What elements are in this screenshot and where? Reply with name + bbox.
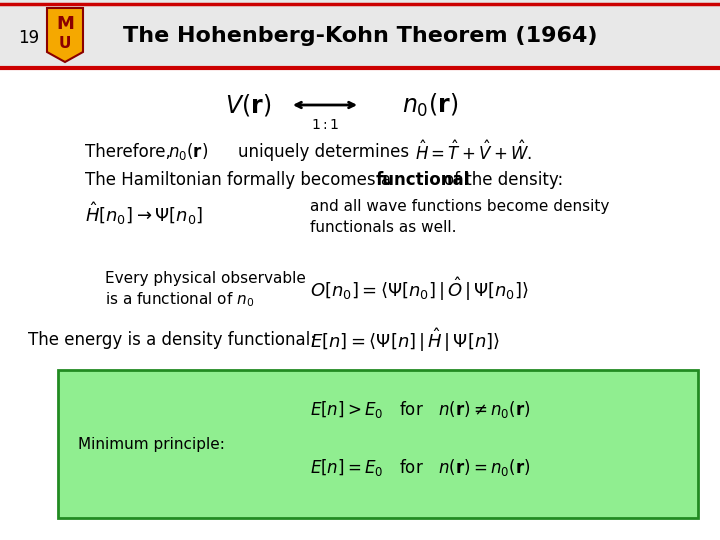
Text: The Hohenberg-Kohn Theorem (1964): The Hohenberg-Kohn Theorem (1964) xyxy=(122,26,598,46)
Text: and all wave functions become density: and all wave functions become density xyxy=(310,199,609,213)
Text: functional: functional xyxy=(376,171,470,189)
Text: $\hat{H} = \hat{T} + \hat{V} + \hat{W}.$: $\hat{H} = \hat{T} + \hat{V} + \hat{W}.$ xyxy=(415,140,532,164)
Text: of the density:: of the density: xyxy=(444,171,563,189)
Text: Therefore,: Therefore, xyxy=(85,143,171,161)
Text: is a functional of $n_0$: is a functional of $n_0$ xyxy=(105,291,254,309)
FancyBboxPatch shape xyxy=(58,370,698,518)
Bar xyxy=(0,0,720,68)
Text: The Hamiltonian formally becomes a: The Hamiltonian formally becomes a xyxy=(85,171,391,189)
Text: uniquely determines: uniquely determines xyxy=(238,143,409,161)
Text: $V(\mathbf{r})$: $V(\mathbf{r})$ xyxy=(225,92,271,118)
Text: $n_0(\mathbf{r})$: $n_0(\mathbf{r})$ xyxy=(402,91,458,119)
Text: $E[n] = E_0 \quad \mathrm{for} \quad n(\mathbf{r}) = n_0(\mathbf{r})$: $E[n] = E_0 \quad \mathrm{for} \quad n(\… xyxy=(310,457,531,478)
Text: $\hat{H}[n_0] \rightarrow \Psi[n_0]$: $\hat{H}[n_0] \rightarrow \Psi[n_0]$ xyxy=(85,201,203,227)
Text: 19: 19 xyxy=(18,29,39,47)
Text: Every physical observable: Every physical observable xyxy=(105,271,306,286)
Text: $E[n] = \langle \Psi[n] \,|\, \hat{H} \,|\, \Psi[n] \rangle$: $E[n] = \langle \Psi[n] \,|\, \hat{H} \,… xyxy=(310,326,500,354)
Text: $1{:}1$: $1{:}1$ xyxy=(311,118,339,132)
Text: $n_0(\mathbf{r})$: $n_0(\mathbf{r})$ xyxy=(168,141,208,163)
Text: U: U xyxy=(59,36,71,51)
Text: Minimum principle:: Minimum principle: xyxy=(78,437,225,453)
Text: The energy is a density functional:: The energy is a density functional: xyxy=(28,331,316,349)
Text: functionals as well.: functionals as well. xyxy=(310,220,456,235)
Polygon shape xyxy=(47,8,83,62)
Text: $E[n] > E_0 \quad \mathrm{for} \quad n(\mathbf{r}) \neq n_0(\mathbf{r})$: $E[n] > E_0 \quad \mathrm{for} \quad n(\… xyxy=(310,400,531,421)
Text: $O[n_0] = \langle \Psi[n_0] \,|\, \hat{O} \,|\, \Psi[n_0] \rangle$: $O[n_0] = \langle \Psi[n_0] \,|\, \hat{O… xyxy=(310,275,529,303)
Text: M: M xyxy=(56,15,74,33)
